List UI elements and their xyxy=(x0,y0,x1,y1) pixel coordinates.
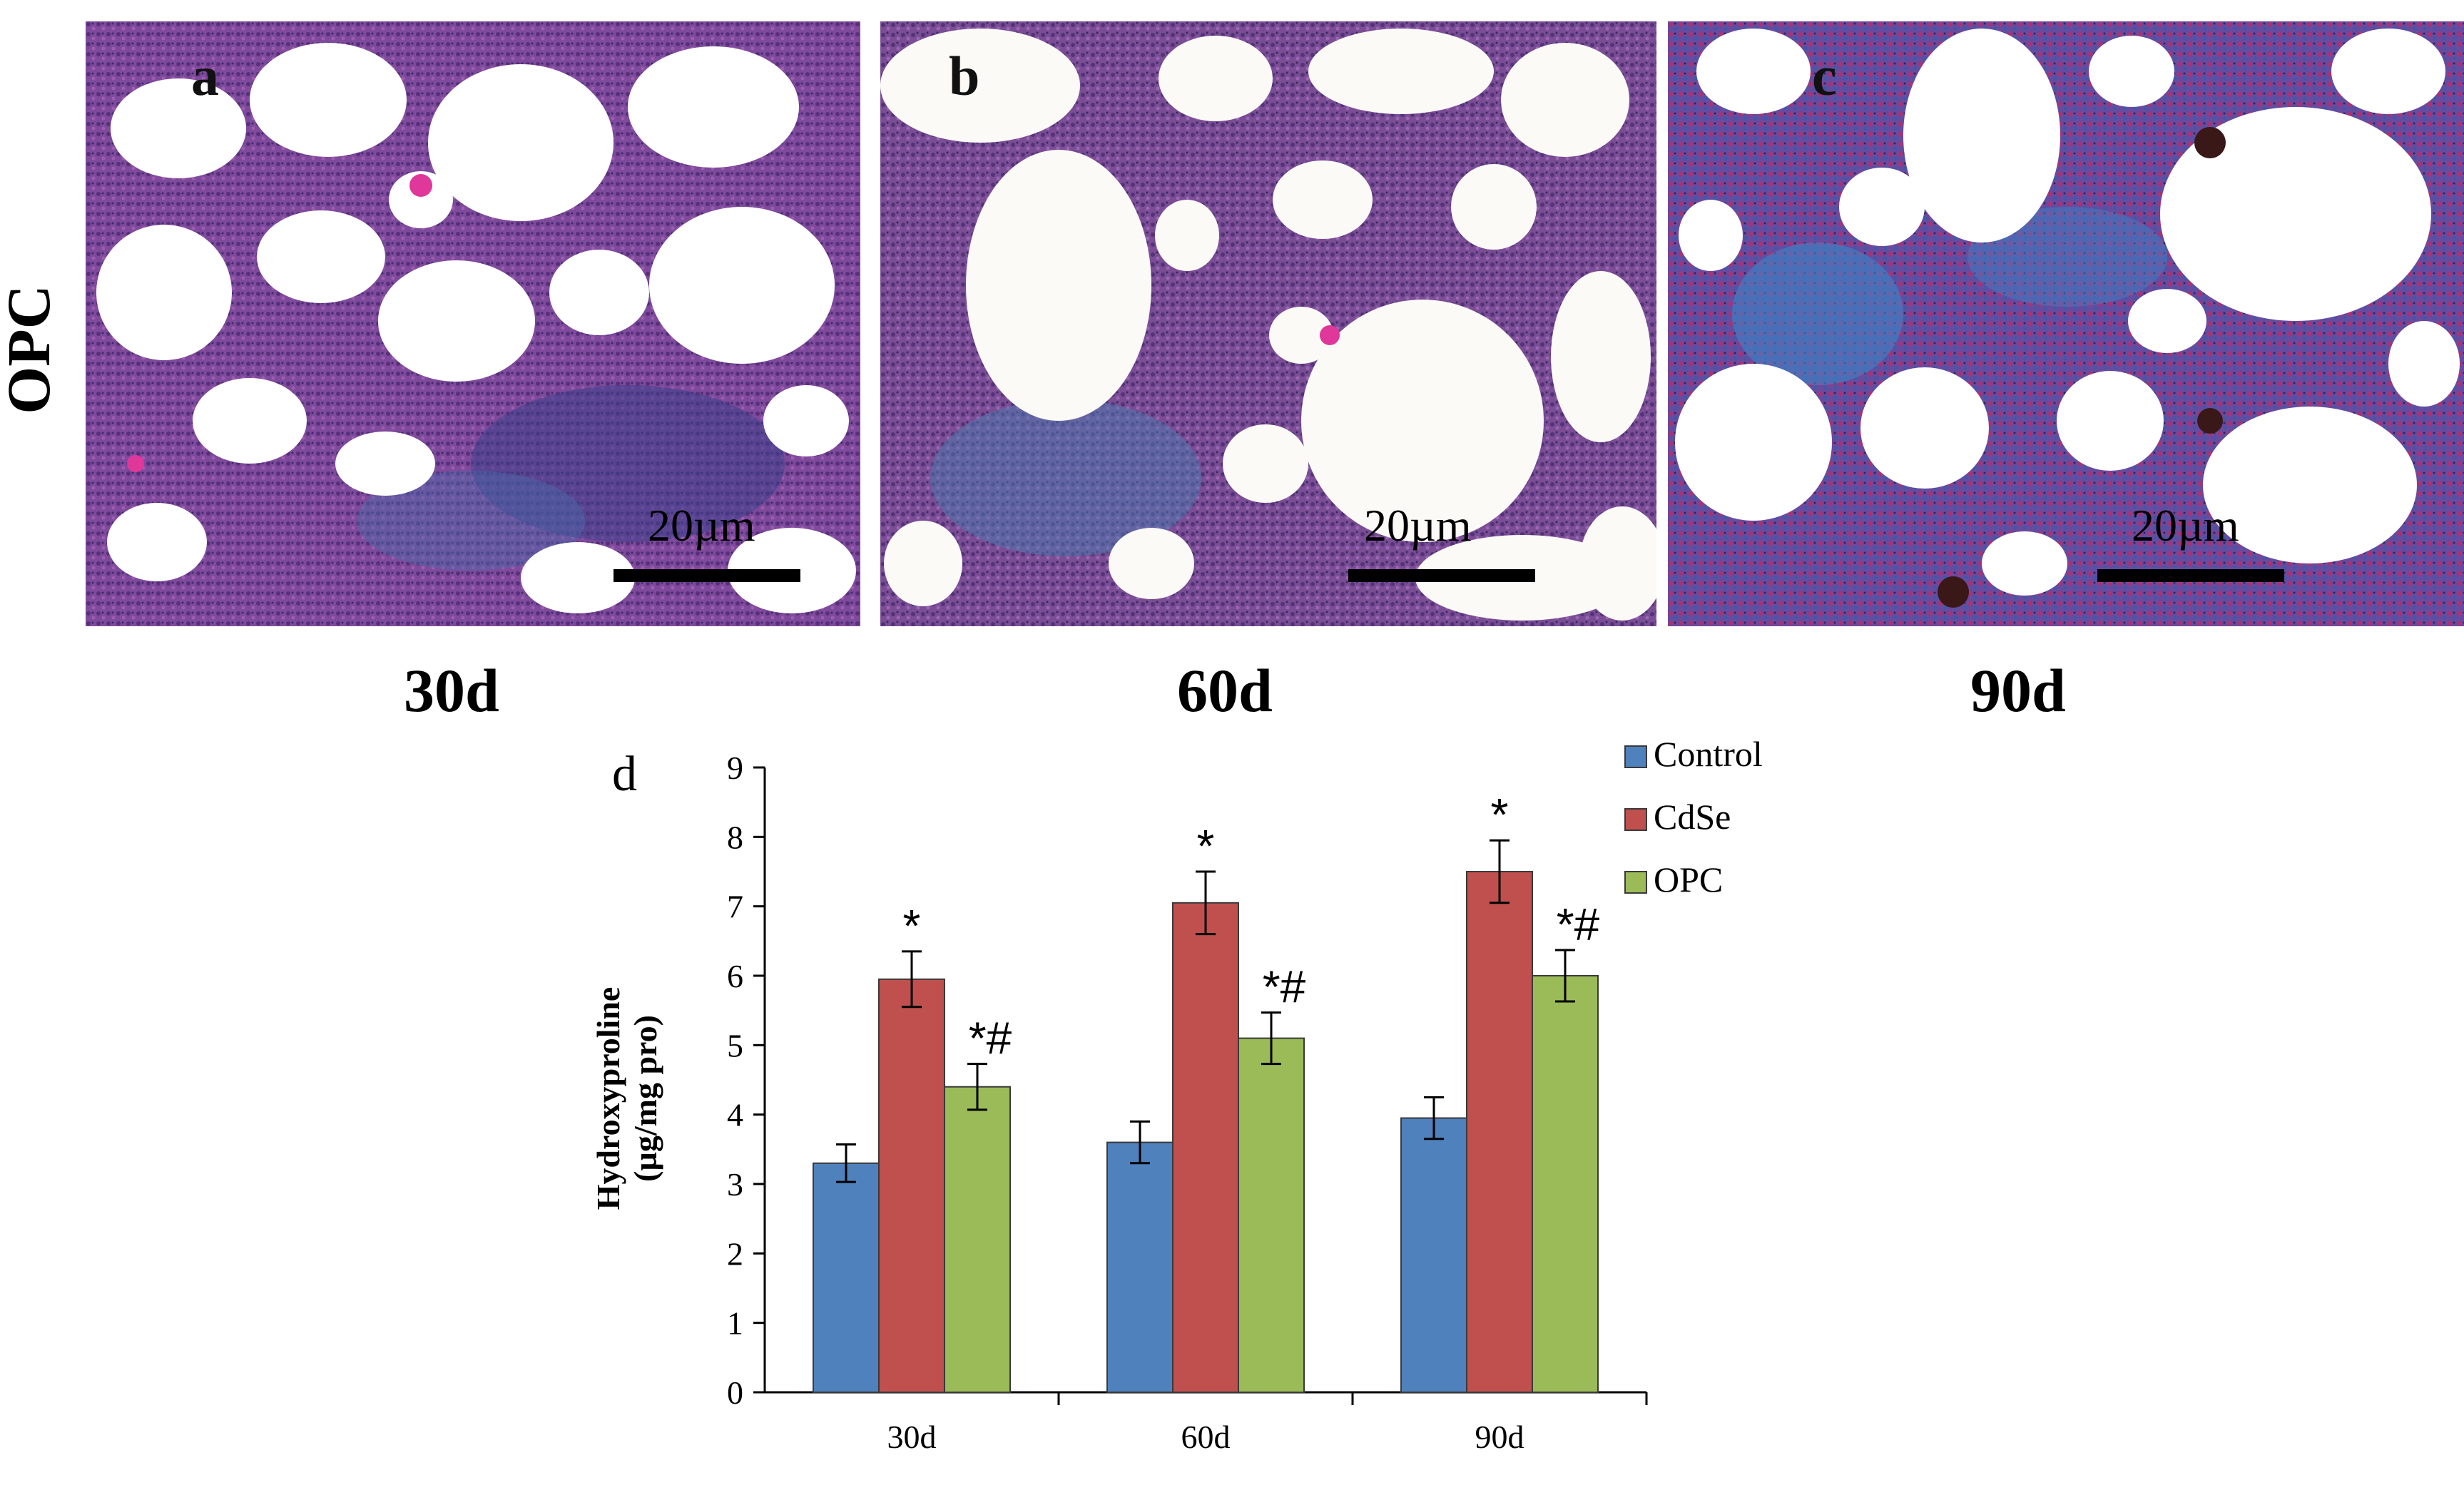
y-tick-label: 2 xyxy=(727,1235,743,1272)
y-tick-label: 1 xyxy=(727,1305,743,1342)
bar-cdse-30d xyxy=(878,978,945,1394)
micrograph-image-a xyxy=(86,21,860,626)
micrograph-panel-c xyxy=(1668,21,2464,626)
significance-mark: * xyxy=(1491,789,1509,840)
legend-label-cdse: CdSe xyxy=(1654,797,1731,837)
significance-mark: * xyxy=(1197,820,1215,872)
panel-letter-c: c xyxy=(1812,45,1837,107)
scale-label-c: 20µm xyxy=(2132,500,2239,551)
significance-mark: *# xyxy=(969,1013,1012,1064)
micrograph-image-c xyxy=(1668,21,2464,626)
scale-label-b: 20µm xyxy=(1364,500,1472,551)
bar-opc-90d xyxy=(1532,975,1599,1393)
bar-cdse-60d xyxy=(1172,902,1239,1394)
y-tick-label: 5 xyxy=(727,1027,743,1063)
chart-panel-letter: d xyxy=(612,747,637,802)
x-tick-label: 30d xyxy=(887,1419,937,1455)
bar-opc-30d xyxy=(944,1086,1011,1393)
scale-bar-b xyxy=(1348,569,1535,582)
y-tick-label: 3 xyxy=(727,1166,743,1203)
scale-bar-a xyxy=(614,569,800,582)
x-tick-label: 90d xyxy=(1475,1419,1524,1455)
significance-mark: *# xyxy=(1263,961,1306,1013)
y-tick-label: 4 xyxy=(727,1097,743,1133)
panel-letter-a: a xyxy=(191,45,219,107)
scale-bar-c xyxy=(2097,569,2284,582)
significance-mark: * xyxy=(903,900,921,951)
y-tick-label: 6 xyxy=(727,958,743,994)
time-label-a: 30d xyxy=(404,656,499,725)
bar-cdse-90d xyxy=(1466,871,1533,1393)
panel-letter-b: b xyxy=(949,45,980,107)
legend-label-control: Control xyxy=(1654,734,1763,774)
legend-swatch-opc xyxy=(1624,871,1647,894)
legend-label-opc: OPC xyxy=(1654,859,1723,899)
y-axis-label-units: (µg/mg pro) xyxy=(627,1015,663,1182)
y-tick-label: 0 xyxy=(727,1374,743,1411)
micrograph-image-b xyxy=(880,21,1656,626)
bar-control-30d xyxy=(813,1162,880,1394)
time-label-c: 90d xyxy=(1970,656,2066,725)
x-tick-label: 60d xyxy=(1181,1419,1231,1455)
scale-label-a: 20µm xyxy=(648,500,755,551)
bar-control-60d xyxy=(1106,1141,1174,1393)
y-tick-label: 8 xyxy=(727,819,743,855)
micrograph-panel-a xyxy=(86,21,860,626)
y-tick-label: 9 xyxy=(727,750,743,786)
micrograph-panel-b xyxy=(880,21,1656,626)
significance-mark: *# xyxy=(1557,899,1600,950)
y-tick-label: 7 xyxy=(727,889,743,925)
legend-swatch-control xyxy=(1624,745,1647,768)
y-axis-label: Hydroxyproline xyxy=(590,987,626,1210)
time-label-b: 60d xyxy=(1177,656,1273,725)
bar-opc-60d xyxy=(1238,1037,1305,1393)
legend-swatch-cdse xyxy=(1624,808,1647,831)
bar-control-90d xyxy=(1400,1117,1467,1393)
